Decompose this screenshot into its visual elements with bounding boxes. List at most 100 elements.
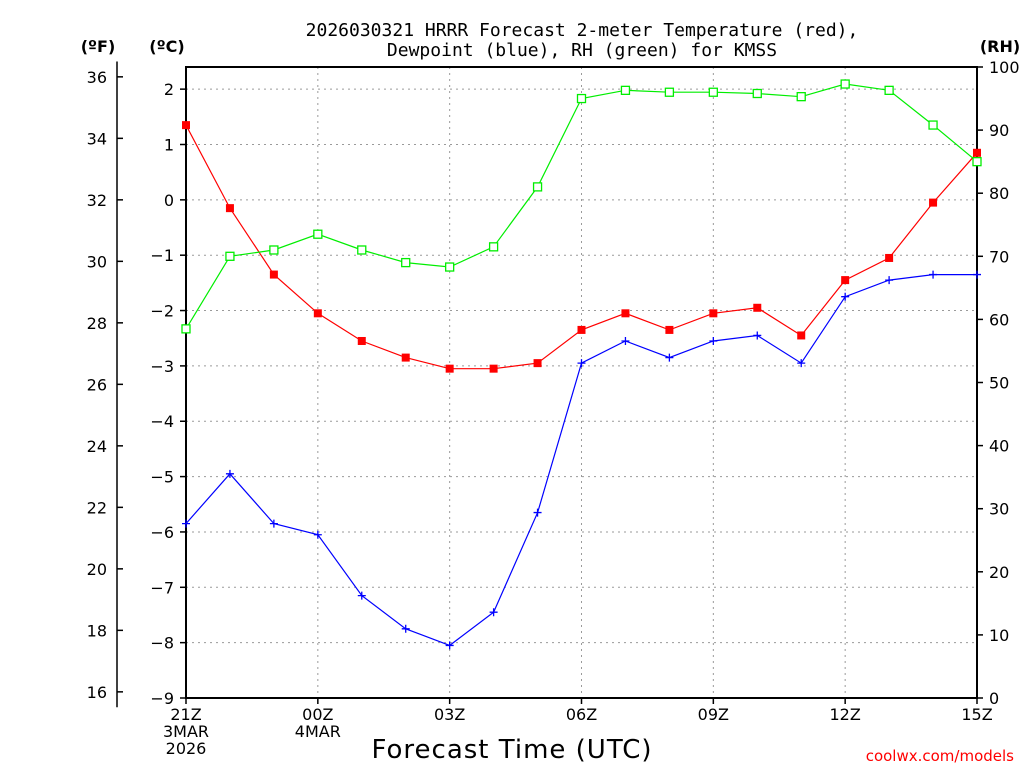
fahrenheit-axis-label: (ºF) — [81, 37, 116, 56]
temperature-point — [533, 359, 542, 368]
x-tick-label: 3MAR — [163, 722, 209, 741]
x-tick-label: 00Z — [302, 705, 333, 724]
temperature-point — [357, 336, 366, 345]
rh-point — [576, 93, 587, 104]
x-tick-label: 15Z — [961, 705, 992, 724]
celsius-tick-label: 0 — [164, 191, 174, 210]
fahrenheit-tick-label: 22 — [87, 498, 107, 517]
dewpoint-point — [533, 508, 542, 517]
fahrenheit-tick-label: 20 — [87, 560, 107, 579]
temperature-point — [753, 303, 762, 312]
rh-point — [928, 120, 938, 130]
temperature-point — [445, 364, 454, 373]
rh-point — [884, 85, 894, 95]
rh-axis-label: (RH) — [980, 37, 1020, 56]
x-tick-label: 21Z — [170, 705, 201, 724]
rh-tick-label: 90 — [989, 121, 1009, 140]
temperature-point — [313, 309, 322, 318]
temperature-point — [182, 121, 190, 130]
rh-tick-label: 60 — [989, 310, 1009, 329]
celsius-tick-label: −4 — [150, 412, 174, 431]
axes: 210−1−2−3−4−5−6−7−8−93634323028262422201… — [87, 58, 1020, 758]
celsius-tick-label: −6 — [150, 523, 174, 542]
temperature-point — [489, 364, 498, 373]
fahrenheit-tick-label: 32 — [87, 191, 107, 210]
celsius-tick-label: −7 — [150, 578, 174, 597]
temperature-point — [665, 325, 674, 334]
dewpoint-point — [182, 519, 190, 528]
temperature-point — [621, 309, 630, 318]
dewpoint-point — [357, 591, 366, 600]
fahrenheit-tick-label: 16 — [87, 683, 107, 702]
rh-point — [532, 182, 543, 192]
rh-tick-label: 50 — [989, 374, 1009, 393]
celsius-tick-label: −8 — [150, 634, 174, 653]
temperature-point — [973, 148, 981, 157]
rh-point — [796, 92, 806, 102]
rh-tick-label: 70 — [989, 247, 1009, 266]
rh-point — [445, 262, 455, 272]
x-tick-label: 12Z — [830, 705, 861, 724]
fahrenheit-tick-label: 36 — [87, 68, 107, 87]
celsius-axis-label: (ºC) — [149, 37, 184, 56]
temperature-point — [929, 198, 938, 207]
fahrenheit-tick-label: 18 — [87, 621, 107, 640]
celsius-tick-label: −2 — [150, 302, 174, 321]
dewpoint-point — [489, 608, 498, 617]
rh-point — [752, 88, 762, 99]
series-layer — [181, 79, 982, 650]
temperature-point — [797, 331, 806, 340]
rh-tick-label: 30 — [989, 500, 1009, 519]
dewpoint-point — [709, 336, 718, 345]
dewpoint-point — [973, 270, 981, 279]
rh-point — [620, 85, 631, 95]
dewpoint-point — [313, 530, 322, 539]
rh-point — [488, 242, 499, 252]
temperature-point — [225, 204, 234, 213]
dewpoint-point — [797, 359, 806, 368]
chart-title-line2: Dewpoint (blue), RH (green) for KMSS — [387, 40, 777, 61]
temperature-point — [269, 270, 278, 279]
fahrenheit-tick-label: 30 — [87, 252, 107, 271]
fahrenheit-tick-label: 24 — [87, 437, 107, 456]
rh-point — [664, 87, 675, 97]
credit-text: coolwx.com/models — [866, 747, 1014, 765]
rh-point — [708, 87, 718, 97]
rh-tick-label: 80 — [989, 184, 1009, 203]
temperature-point — [401, 353, 410, 362]
celsius-tick-label: −9 — [150, 689, 174, 708]
rh-point — [972, 156, 982, 167]
celsius-tick-label: −5 — [150, 468, 174, 487]
rh-tick-label: 0 — [989, 689, 999, 708]
temperature-point — [885, 253, 894, 262]
x-tick-label: 06Z — [566, 705, 597, 724]
dewpoint-point — [445, 641, 454, 650]
rh-tick-label: 40 — [989, 437, 1009, 456]
rh-point — [357, 245, 367, 255]
dewpoint-point — [929, 270, 938, 279]
rh-point — [225, 251, 235, 261]
temperature-point — [709, 309, 718, 318]
x-tick-label: 09Z — [698, 705, 729, 724]
rh-point — [181, 324, 191, 334]
x-tick-label: 2026 — [166, 739, 207, 758]
rh-tick-label: 20 — [989, 563, 1009, 582]
dewpoint-point — [665, 353, 674, 362]
dewpoint-point — [401, 624, 410, 633]
rh-point — [401, 257, 411, 268]
celsius-tick-label: 1 — [164, 135, 174, 154]
fahrenheit-tick-label: 26 — [87, 375, 107, 394]
x-axis-title: Forecast Time (UTC) — [371, 735, 652, 765]
celsius-tick-label: −1 — [150, 246, 174, 265]
celsius-tick-label: −3 — [150, 357, 174, 376]
celsius-tick-label: 2 — [164, 80, 174, 99]
x-tick-label: 4MAR — [295, 722, 341, 741]
dewpoint-point — [753, 331, 762, 340]
rh-point — [313, 229, 323, 239]
x-tick-label: 03Z — [434, 705, 465, 724]
dewpoint-point — [621, 336, 630, 345]
dewpoint-point — [577, 359, 586, 368]
temperature-point — [577, 325, 586, 334]
